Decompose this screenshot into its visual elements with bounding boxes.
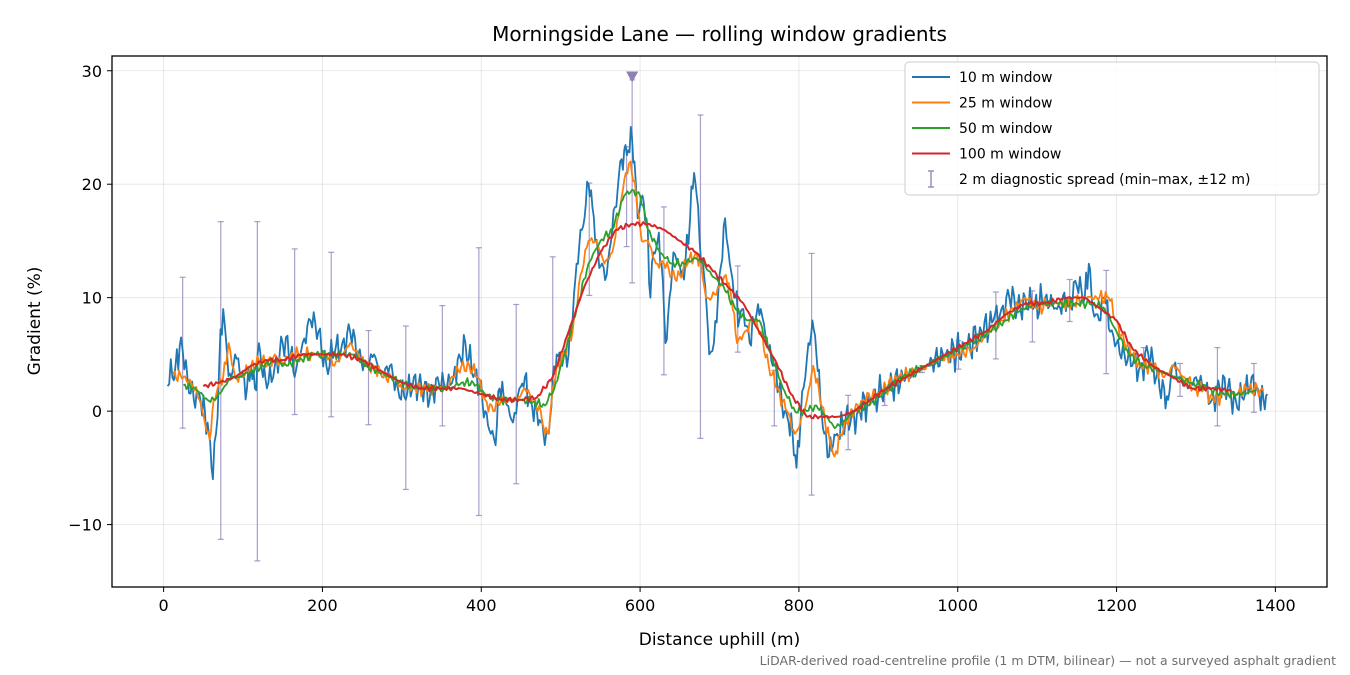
error-bars	[179, 79, 1257, 562]
error-bar	[475, 247, 482, 517]
y-tick-label: 0	[92, 402, 102, 421]
legend-label-4: 100 m window	[959, 147, 1061, 163]
legend-label-errorbar: 2 m diagnostic spread (min–max, ±12 m)	[959, 172, 1250, 188]
error-bar	[365, 329, 372, 426]
error-bar	[1177, 362, 1184, 397]
error-bar	[254, 221, 261, 562]
error-bar	[328, 251, 335, 418]
x-tick-label: 1200	[1096, 596, 1137, 615]
x-tick-label: 0	[159, 596, 169, 615]
error-bar	[992, 291, 999, 360]
series-line-1	[166, 126, 1269, 481]
plot-frame	[111, 55, 1328, 588]
series-lines	[166, 126, 1269, 481]
y-tick-label: 20	[82, 175, 102, 194]
legend-label-2: 25 m window	[959, 96, 1052, 112]
error-bar	[1103, 269, 1110, 375]
x-tick-label: 800	[784, 596, 815, 615]
y-tick-label: −10	[68, 516, 102, 535]
y-axis-title: Gradient (%)	[25, 267, 45, 376]
x-tick-label: 600	[625, 596, 656, 615]
series-line-3	[183, 189, 1256, 430]
chart-title: Morningside Lane — rolling window gradie…	[492, 22, 947, 46]
legend-label-3: 50 m window	[959, 121, 1052, 137]
series-line-4	[202, 221, 1232, 420]
error-bar	[513, 303, 520, 485]
x-axis-ticks: 0 200 400 600 800 1000 1200 1400	[159, 587, 1296, 615]
error-bar	[439, 305, 446, 427]
error-bar	[402, 325, 409, 491]
peak-marker-triangle	[626, 71, 639, 83]
error-bar	[697, 114, 704, 439]
legend-label-1: 10 m window	[959, 70, 1052, 86]
y-tick-label: 30	[82, 62, 102, 81]
legend: 10 m window 25 m window 50 m window 100 m w…	[904, 61, 1320, 196]
x-tick-label: 200	[307, 596, 338, 615]
x-tick-label: 1000	[937, 596, 978, 615]
legend-box	[904, 61, 1320, 196]
legend-items: 10 m window 25 m window 50 m window 100 m w…	[912, 70, 1250, 188]
y-tick-label: 10	[82, 289, 102, 308]
y-axis-ticks: −10 0 10 20 30	[68, 62, 112, 535]
footnote: LiDAR-derived road-centreline profile (1…	[760, 653, 1336, 668]
x-axis-title: Distance uphill (m)	[639, 630, 800, 650]
x-tick-label: 1400	[1255, 596, 1296, 615]
error-bar	[291, 248, 298, 416]
peak-marker	[626, 71, 639, 83]
x-tick-label: 400	[466, 596, 497, 615]
